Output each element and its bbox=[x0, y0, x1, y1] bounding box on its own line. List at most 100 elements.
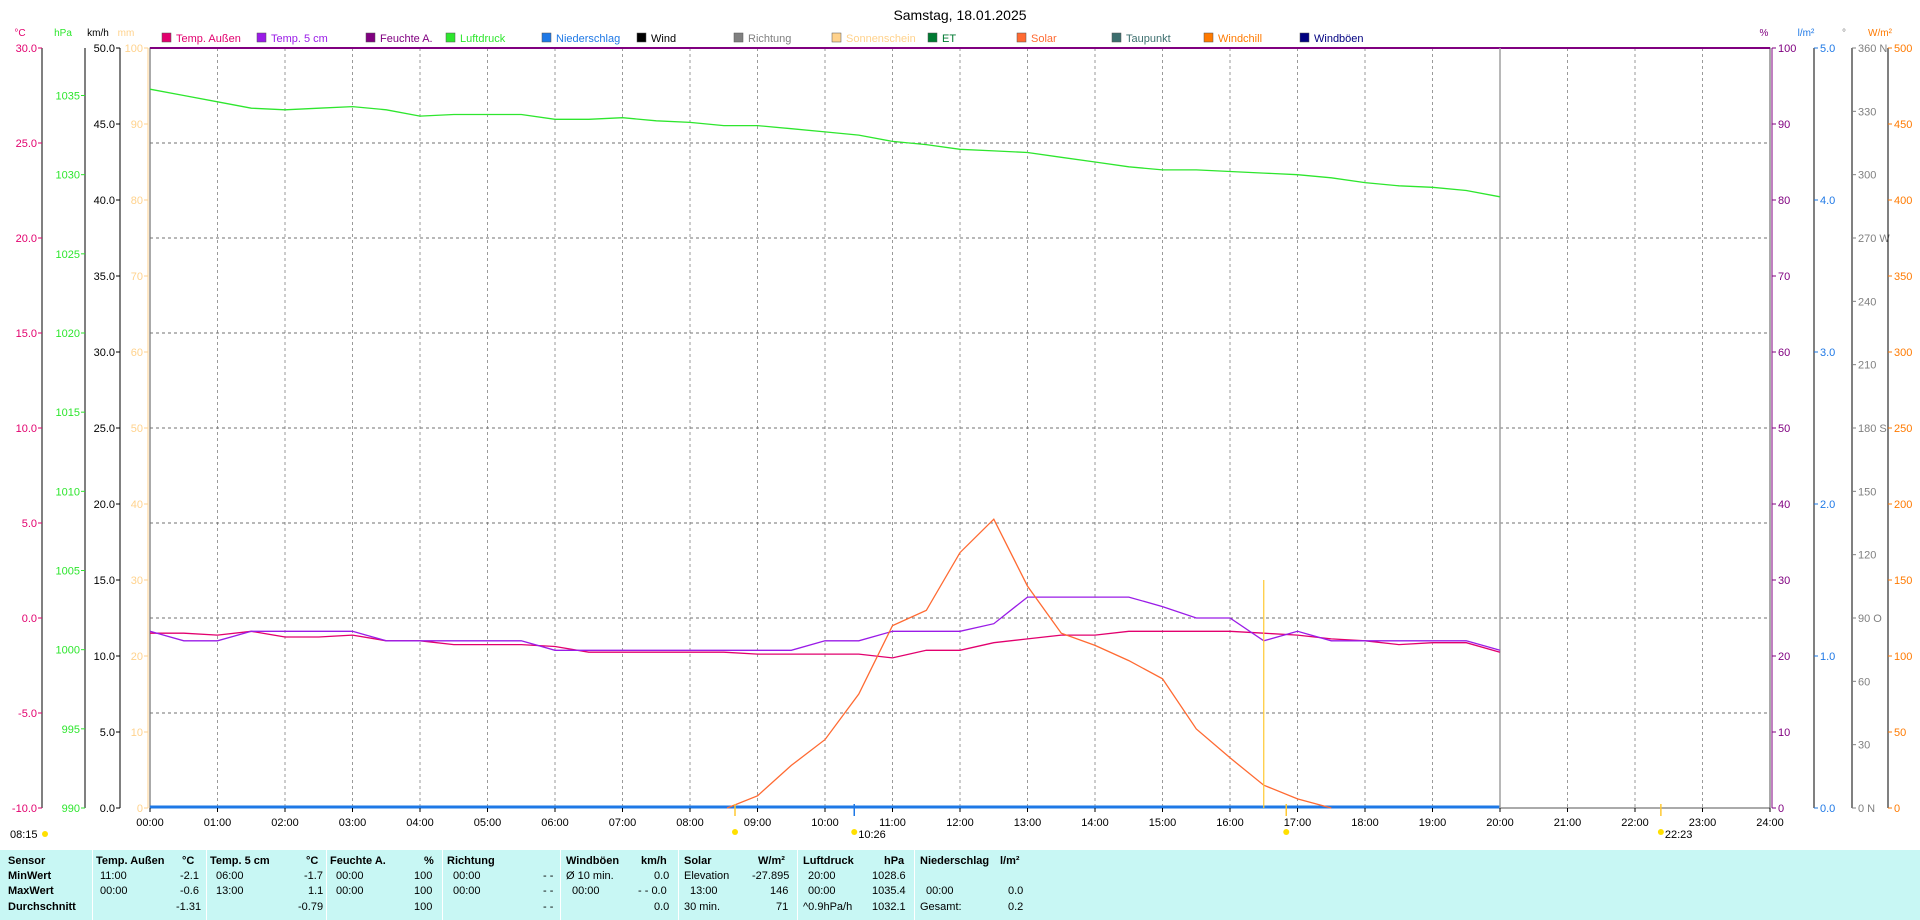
left-axis-unit-3: mm bbox=[118, 28, 135, 39]
series-line-solar bbox=[726, 518, 1332, 809]
temp5-max-value: 1.1 bbox=[308, 885, 324, 897]
right-axis-label-2-7: 150 bbox=[1858, 486, 1876, 498]
legend-item-10[interactable]: Taupunkt bbox=[1111, 32, 1171, 45]
legend-label-8: ET bbox=[942, 33, 956, 45]
time-marker-icon-1 bbox=[851, 829, 858, 835]
legend-item-9[interactable]: Solar bbox=[1016, 32, 1057, 45]
left-axis-label-1-9: 990 bbox=[62, 803, 80, 815]
legend-swatch-8 bbox=[927, 32, 938, 43]
legend-item-0[interactable]: Temp. Außen bbox=[161, 32, 241, 45]
right-axis-label-2-0: 360 N bbox=[1858, 43, 1887, 55]
left-axis-label-0-0: 30.0 bbox=[16, 43, 37, 55]
right-axis-label-0-7: 30 bbox=[1778, 575, 1790, 587]
temp-aussen-max-time: 00:00 bbox=[100, 885, 128, 897]
temp5-header: Temp. 5 cm bbox=[210, 855, 270, 867]
right-axis-label-3-3: 350 bbox=[1894, 271, 1912, 283]
right-axis-label-1-0: 5.0 bbox=[1820, 43, 1835, 55]
x-tick-label-23: 23:00 bbox=[1689, 817, 1717, 829]
luftdruck-trend: ^0.9hPa/h bbox=[803, 901, 853, 913]
left-axis-label-0-6: 0.0 bbox=[22, 613, 37, 625]
right-axis-label-2-6: 180 S bbox=[1858, 423, 1887, 435]
x-tick-label-11: 11:00 bbox=[879, 817, 906, 829]
legend-item-4[interactable]: Niederschlag bbox=[541, 32, 620, 45]
niederschlag-max-time: 00:00 bbox=[926, 885, 954, 897]
right-axis-label-3-9: 50 bbox=[1894, 727, 1906, 739]
legend-swatch-11 bbox=[1203, 32, 1214, 43]
legend-item-1[interactable]: Temp. 5 cm bbox=[256, 32, 328, 45]
legend-label-4: Niederschlag bbox=[556, 33, 620, 45]
left-axis-label-1-1: 1030 bbox=[56, 170, 80, 182]
right-axis-label-2-5: 210 bbox=[1858, 360, 1876, 372]
richtung-header: Richtung bbox=[447, 855, 495, 867]
temp5-unit: °C bbox=[306, 855, 319, 867]
legend-label-9: Solar bbox=[1031, 33, 1057, 45]
legend-item-12[interactable]: Windböen bbox=[1299, 32, 1364, 45]
right-axis-label-2-8: 120 bbox=[1858, 550, 1876, 562]
richtung-min-time: 00:00 bbox=[453, 870, 481, 882]
left-axis-label-1-8: 995 bbox=[62, 724, 80, 736]
left-axis-unit-1: hPa bbox=[54, 28, 72, 39]
durchschnitt-label: Durchschnitt bbox=[8, 901, 76, 913]
left-axis-label-2-6: 20.0 bbox=[94, 499, 115, 511]
windboeen-max-value: - - 0.0 bbox=[638, 885, 667, 897]
x-tick-label-16: 16:00 bbox=[1216, 817, 1244, 829]
legend-swatch-12 bbox=[1299, 32, 1310, 43]
x-tick-label-15: 15:00 bbox=[1149, 817, 1177, 829]
legend-swatch-2 bbox=[365, 32, 376, 43]
legend-item-7[interactable]: Sonnenschein bbox=[831, 32, 916, 45]
temp-aussen-min-value: -2.1 bbox=[180, 870, 199, 882]
left-axis-label-1-4: 1015 bbox=[56, 407, 80, 419]
legend-item-8[interactable]: ET bbox=[927, 32, 956, 45]
temp-aussen-max-value: -0.6 bbox=[180, 885, 199, 897]
luftdruck-max-value: 1035.4 bbox=[872, 885, 906, 897]
legend-item-11[interactable]: Windchill bbox=[1203, 32, 1262, 45]
luftdruck-header: Luftdruck bbox=[803, 855, 854, 867]
right-axis-label-0-0: 100 bbox=[1778, 43, 1796, 55]
legend-label-3: Luftdruck bbox=[460, 33, 506, 45]
left-axis-label-1-7: 1000 bbox=[56, 645, 80, 657]
legend-label-12: Windböen bbox=[1314, 33, 1364, 45]
x-tick-label-19: 19:00 bbox=[1419, 817, 1447, 829]
feuchte-max-time: 00:00 bbox=[336, 885, 364, 897]
legend-item-3[interactable]: Luftdruck bbox=[445, 32, 506, 45]
right-axis-label-3-0: 500 bbox=[1894, 43, 1912, 55]
legend-label-0: Temp. Außen bbox=[176, 33, 241, 45]
windboeen-header: Windböen bbox=[566, 855, 620, 867]
right-axis-label-0-2: 80 bbox=[1778, 195, 1790, 207]
x-tick-label-20: 20:00 bbox=[1486, 817, 1514, 829]
x-tick-label-2: 02:00 bbox=[271, 817, 299, 829]
left-axis-label-1-5: 1010 bbox=[56, 486, 80, 498]
legend-item-2[interactable]: Feuchte A. bbox=[365, 32, 433, 45]
windboeen-avg-value: 0.0 bbox=[654, 901, 670, 913]
left-axis-label-0-1: 25.0 bbox=[16, 138, 37, 150]
left-axis-label-2-10: 0.0 bbox=[100, 803, 115, 815]
legend-swatch-9 bbox=[1016, 32, 1027, 43]
statistics-table: Sensor MinWert MaxWert Durchschnitt Temp… bbox=[0, 850, 1920, 920]
minwert-label: MinWert bbox=[8, 870, 52, 882]
feuchte-unit: % bbox=[424, 855, 434, 867]
niederschlag-unit: l/m² bbox=[1000, 855, 1020, 867]
left-axis-label-1-2: 1025 bbox=[56, 249, 80, 261]
left-axis-label-2-8: 10.0 bbox=[94, 651, 115, 663]
right-axis-label-2-2: 300 bbox=[1858, 170, 1876, 182]
solar-unit: W/m² bbox=[758, 855, 785, 867]
legend-item-6[interactable]: Richtung bbox=[733, 32, 791, 45]
right-axis-label-1-3: 2.0 bbox=[1820, 499, 1835, 511]
left-axis-label-0-2: 20.0 bbox=[16, 233, 37, 245]
left-axis-label-3-10: 0 bbox=[137, 803, 143, 815]
temp-aussen-min-time: 11:00 bbox=[100, 870, 127, 882]
right-axis-label-2-12: 0 N bbox=[1858, 803, 1875, 815]
right-axis-label-3-8: 100 bbox=[1894, 651, 1912, 663]
legend-label-5: Wind bbox=[651, 33, 676, 45]
luftdruck-avg-value: 1032.1 bbox=[872, 901, 906, 913]
legend-item-5[interactable]: Wind bbox=[636, 32, 676, 45]
legend-swatch-3 bbox=[445, 32, 456, 43]
legend-label-1: Temp. 5 cm bbox=[271, 33, 328, 45]
time-marker-icon-3 bbox=[1657, 829, 1664, 835]
left-axis-label-3-8: 20 bbox=[131, 651, 143, 663]
temp-aussen-avg-value: -1.31 bbox=[176, 901, 202, 913]
feuchte-min-time: 00:00 bbox=[336, 870, 364, 882]
solar-avg-label: 30 min. bbox=[684, 901, 721, 913]
left-axis-label-2-3: 35.0 bbox=[94, 271, 115, 283]
right-axis-label-3-7: 150 bbox=[1894, 575, 1912, 587]
